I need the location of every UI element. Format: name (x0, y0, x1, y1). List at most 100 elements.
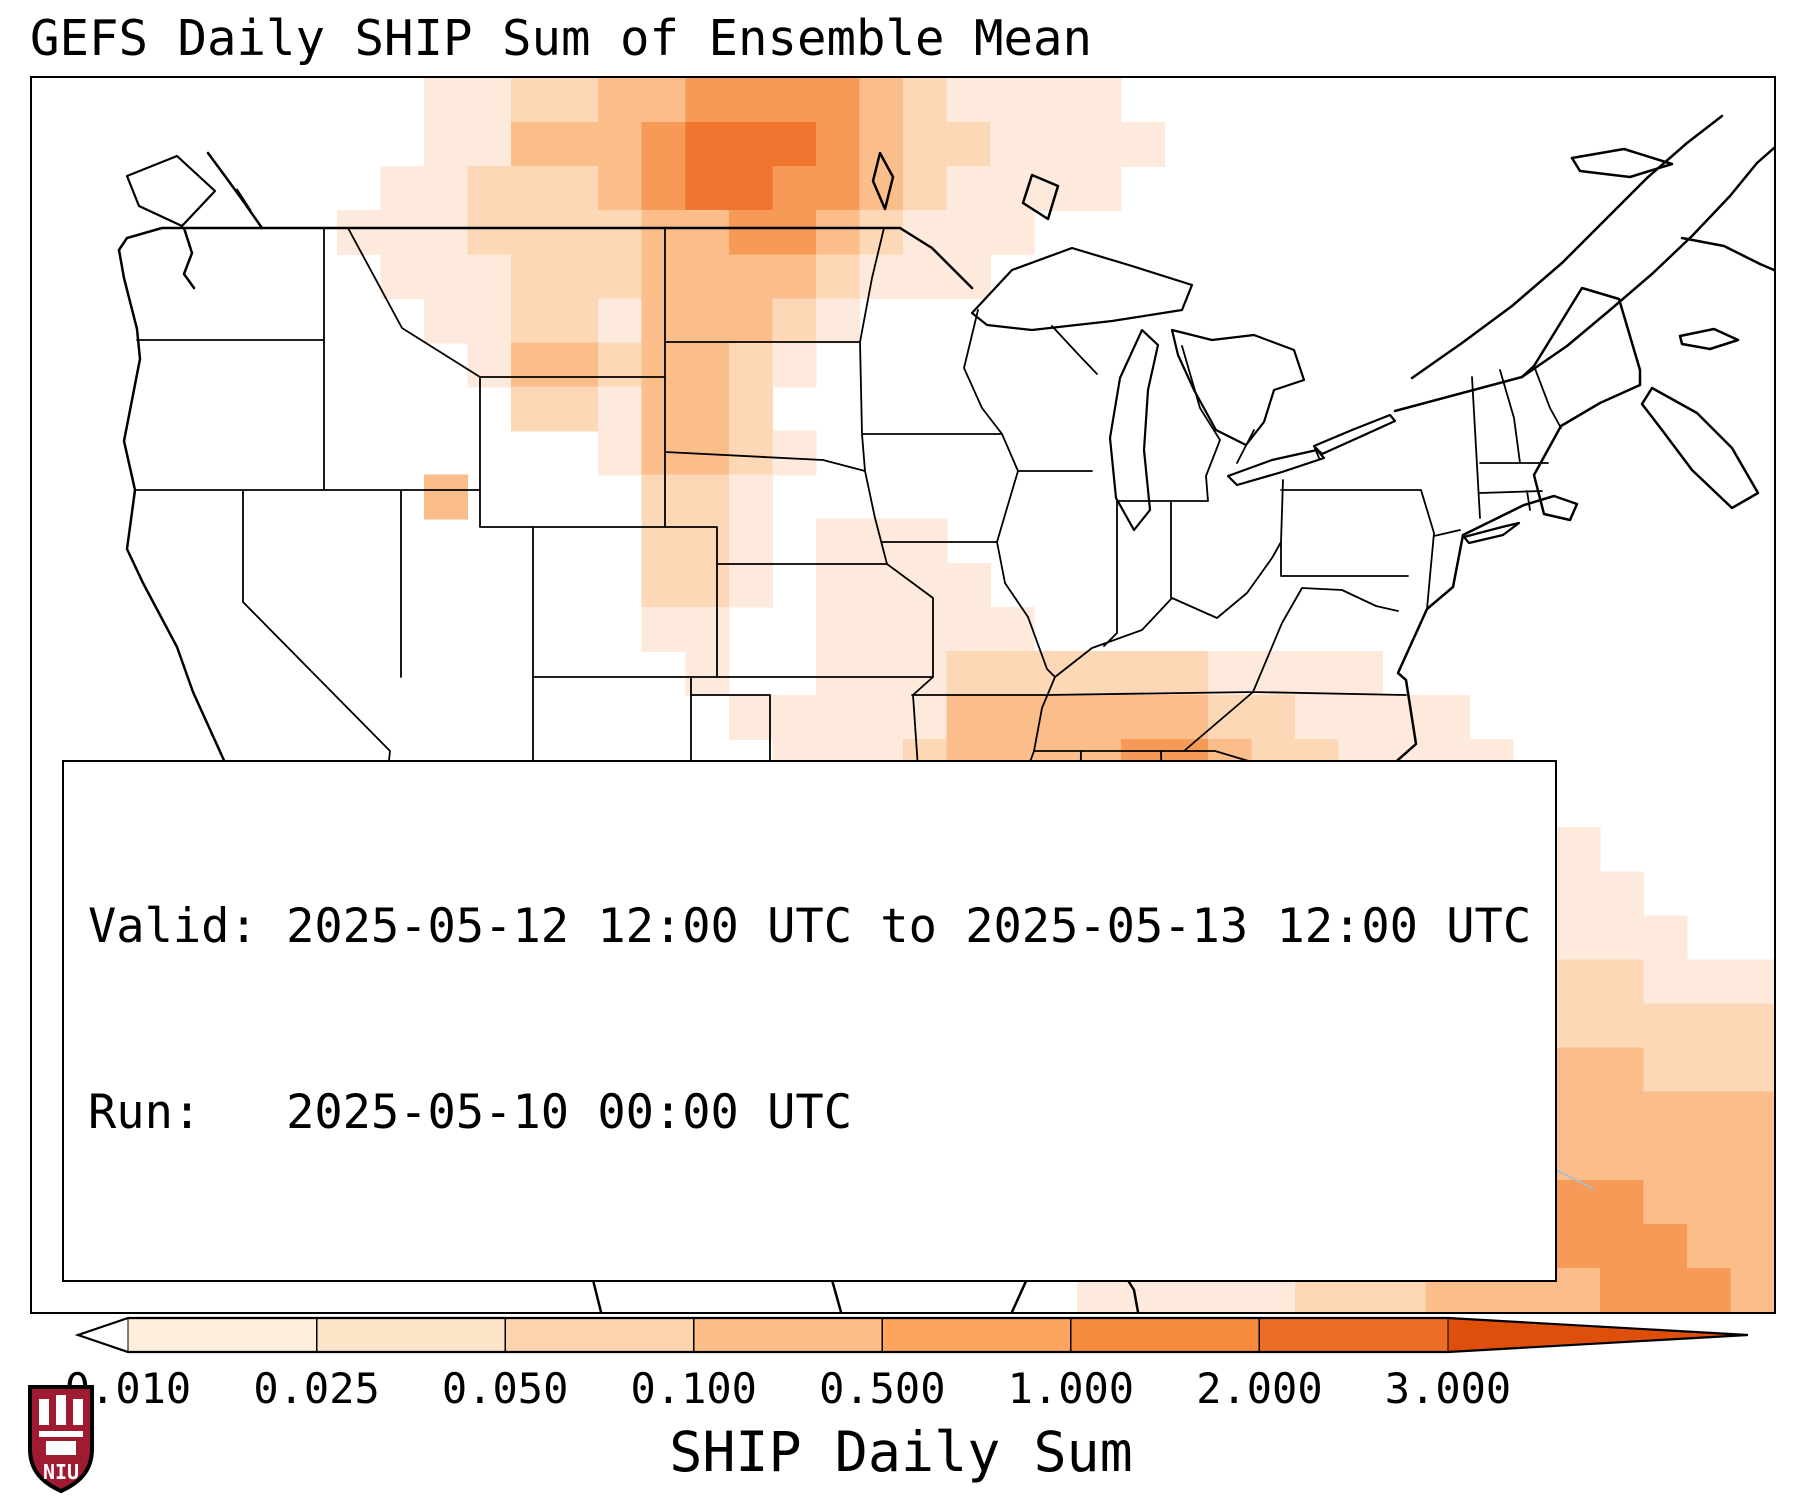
heat-cell (1164, 650, 1209, 696)
heat-cell (815, 122, 861, 167)
heat-cell (1730, 1003, 1774, 1049)
heat-cell (685, 386, 730, 432)
heat-cell (423, 166, 469, 211)
heat-cell (946, 695, 991, 740)
heat-cell (728, 430, 774, 476)
heat-cell (946, 254, 991, 300)
heat-cell (990, 122, 1035, 167)
heat-cell (1643, 959, 1688, 1005)
heat-cell (859, 695, 904, 740)
heat-cell (903, 166, 948, 211)
heat-cell (1599, 1179, 1645, 1225)
map-panel: Valid: 2025-05-12 12:00 UTC to 2025-05-1… (30, 76, 1776, 1314)
heat-cell (946, 562, 991, 608)
heat-cell (903, 606, 948, 652)
heat-cell (903, 695, 948, 740)
heat-cell (423, 298, 469, 344)
heat-cell (1643, 1223, 1688, 1269)
heat-cell (685, 298, 730, 344)
heat-cell (1294, 650, 1340, 696)
heat-cell (641, 78, 686, 123)
heat-cell (1556, 1047, 1601, 1093)
heat-cell (1686, 1135, 1732, 1181)
colorbar-bar (74, 1316, 1749, 1354)
heat-cell (1599, 1267, 1645, 1312)
heat-cell (772, 430, 817, 476)
heat-cell (598, 430, 643, 476)
heat-cell (1599, 1091, 1645, 1137)
heat-cell (423, 474, 469, 520)
heat-cell (1164, 695, 1209, 740)
lake-michigan (1108, 328, 1160, 532)
castle-glyph (39, 1395, 83, 1455)
heat-cell (1077, 78, 1122, 123)
heat-cell (598, 298, 643, 344)
heat-cell (1686, 1091, 1732, 1137)
heat-cell (1643, 1267, 1688, 1312)
heat-cell (728, 166, 774, 211)
heat-cell (728, 122, 774, 167)
heat-cell (1599, 1135, 1645, 1181)
heat-cell (1033, 78, 1078, 123)
heat-cell (1338, 695, 1383, 740)
heat-cell (859, 78, 904, 123)
heat-cell (685, 342, 730, 388)
heat-cell (815, 166, 861, 211)
heat-cell (423, 78, 469, 123)
heat-cell (1686, 1003, 1732, 1049)
colorbar-tick-label: 1.000 (1007, 1364, 1135, 1413)
heat-cell (815, 78, 861, 123)
heat-cell (641, 254, 686, 300)
heat-cell (1556, 827, 1601, 873)
heat-cell (685, 210, 730, 256)
heat-cell (1643, 1091, 1688, 1137)
heat-cell (815, 254, 861, 300)
run-time-text: Run: 2025-05-10 00:00 UTC (88, 1085, 853, 1140)
heat-cell (946, 122, 991, 167)
lake-huron (1170, 328, 1306, 447)
colorbar-segment (882, 1318, 1072, 1352)
heat-cell (772, 695, 817, 740)
colorbar-tick-label: 0.500 (819, 1364, 946, 1413)
heat-cell (641, 474, 686, 520)
heat-cell (685, 650, 730, 696)
heat-cell (511, 254, 556, 300)
heat-cell (1643, 1179, 1688, 1225)
heat-cell (1556, 1267, 1601, 1312)
colorbar-segment (1259, 1318, 1449, 1352)
heat-cell (1556, 959, 1601, 1005)
heat-cell (554, 342, 599, 388)
heat-cell (859, 606, 904, 652)
heat-cell (1599, 915, 1645, 961)
heat-cell (1643, 915, 1688, 961)
heat-cell (1599, 1223, 1645, 1269)
heat-cell (1643, 1003, 1688, 1049)
heat-cell (728, 562, 774, 608)
heat-cell (946, 166, 991, 211)
heat-cell (1251, 650, 1296, 696)
heat-cell (1556, 1223, 1601, 1269)
heat-cell (859, 122, 904, 167)
colorbar-axis-label: SHIP Daily Sum (669, 1420, 1133, 1484)
heat-cell (728, 695, 774, 740)
heat-cell (946, 606, 991, 652)
lake-erie (1226, 448, 1326, 487)
heat-cell (423, 122, 469, 167)
colorbar-outline (74, 1316, 1749, 1354)
colorbar-segment (505, 1318, 695, 1352)
heat-cell (1686, 959, 1732, 1005)
heat-cell (1077, 122, 1122, 167)
heat-cell (1599, 1003, 1645, 1049)
colorbar-segment (1070, 1318, 1261, 1352)
heat-cell (598, 386, 643, 432)
colorbar-segment (693, 1318, 883, 1352)
heat-cell (1556, 1003, 1601, 1049)
heat-cell (380, 210, 425, 256)
heat-cell (598, 78, 643, 123)
heat-cell (772, 78, 817, 123)
heat-cell (859, 166, 904, 211)
heat-cell (641, 518, 686, 564)
heat-cell (380, 254, 425, 300)
heat-cell (728, 78, 774, 123)
valid-time-text: Valid: 2025-05-12 12:00 UTC to 2025-05-1… (88, 899, 1532, 954)
